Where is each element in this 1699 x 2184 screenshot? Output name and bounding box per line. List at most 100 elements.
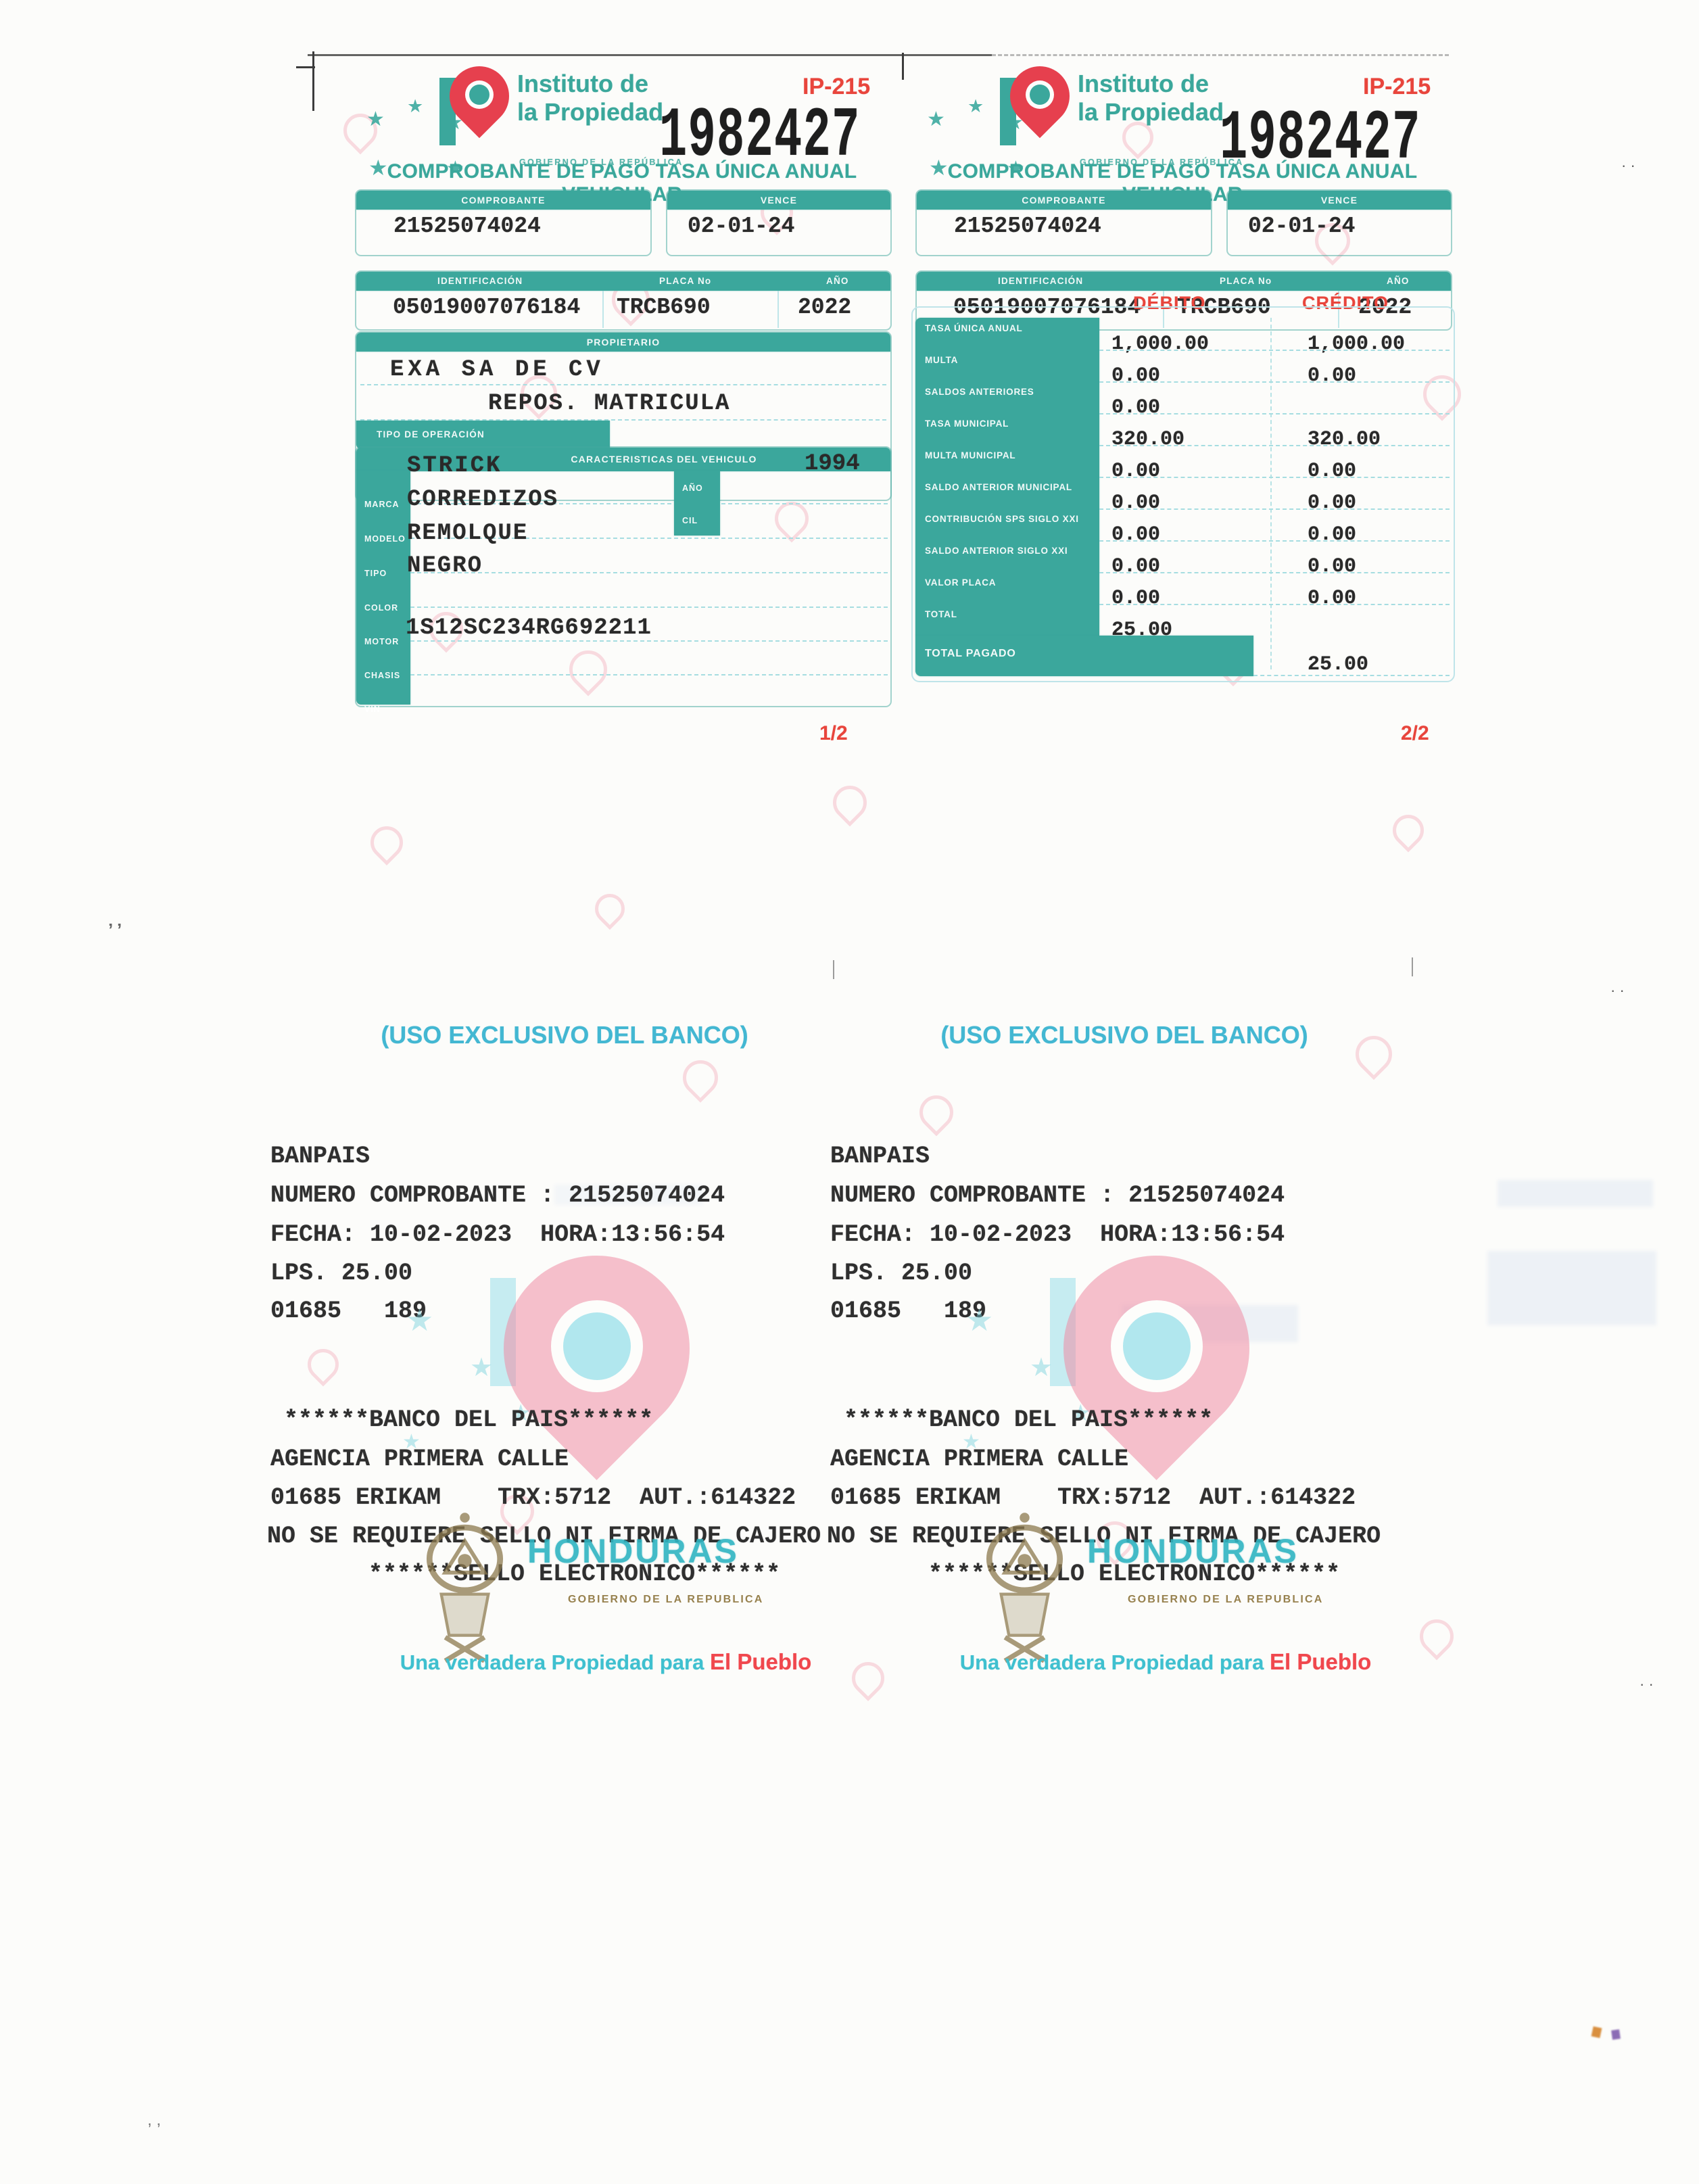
table-row: TASA MUNICIPAL 320.00 320.00 [915, 413, 1450, 451]
scan-speck: · · [1640, 1676, 1654, 1692]
bank-name: BANPAIS [830, 1143, 930, 1170]
row-line [410, 640, 888, 642]
form-code: IP-215 [1363, 74, 1431, 99]
table-row: TASA ÚNICA ANUAL 1,000.00 1,000.00 [915, 318, 1450, 356]
row-line [1099, 413, 1450, 414]
table-row: MULTA 0.00 0.00 [915, 350, 1450, 387]
logo-star-icon: ★ [1007, 158, 1025, 180]
table-row: SALDO ANTERIOR SIGLO XXI 0.00 0.00 [915, 540, 1450, 578]
serial-number: 1982427 [1220, 99, 1421, 179]
row-label: CONTRIBUCIÓN SPS SIGLO XXI [925, 514, 1079, 524]
row-debito: 25.00 [1111, 619, 1173, 642]
ghost-star-icon: ★ [406, 1302, 434, 1337]
numero-comprobante-line: NUMERO COMPROBANTE : 21525074024 [270, 1182, 725, 1209]
tipo-operacion-value: REPOS. MATRICULA [488, 391, 731, 417]
vin-label: VIN [364, 705, 381, 714]
bank-section-2: (USO EXCLUSIVO DEL BANCO) BANPAIS NUMERO… [827, 1011, 1381, 1674]
row-debito: 0.00 [1111, 364, 1161, 387]
row-debito: 1,000.00 [1111, 333, 1210, 356]
receipt-copy-2: ★ ★ ★ ★ ★ Instituto de la Propiedad GOBI… [911, 53, 1455, 747]
comprobante-label: COMPROBANTE [1022, 195, 1106, 206]
identificacion-label: IDENTIFICACIÓN [998, 276, 1084, 286]
modelo-value: CORREDIZOS [407, 487, 559, 513]
cil-label: CIL [682, 516, 698, 525]
scan-speck: · · [1621, 157, 1635, 174]
receipt-copy-1: ★ ★ ★ ★ ★ Instituto de la Propiedad GOBI… [355, 53, 892, 747]
row-line [1099, 572, 1450, 573]
row-line [410, 538, 888, 539]
vence-bar: VENCE [667, 191, 890, 210]
row-debito: 0.00 [1111, 523, 1161, 546]
mid-tick-right [1412, 957, 1413, 976]
row-credito: 0.00 [1308, 587, 1357, 610]
tipo-value: REMOLQUE [407, 521, 529, 546]
watermark-pin-dot [563, 1312, 631, 1380]
total-pagado-label: TOTAL PAGADO [925, 648, 1016, 659]
gobierno-caption: GOBIERNO DE LA REPUBLICA [1128, 1594, 1324, 1605]
logo-star-icon: ★ [967, 96, 984, 116]
institute-name-line1: Instituto de [517, 70, 648, 97]
row-line [1099, 508, 1450, 510]
row-line [1099, 350, 1450, 351]
row-debito: 0.00 [1111, 492, 1161, 515]
marca-label: MARCA [364, 500, 400, 509]
row-line [1099, 604, 1450, 605]
cajero-trx-line: 01685 ERIKAM TRX:5712 AUT.:614322 [830, 1484, 1356, 1511]
divider [1338, 291, 1339, 328]
top-edge-line-dashed [992, 54, 1449, 56]
page-number-copy-2: 2/2 [1401, 722, 1429, 744]
monto-line: LPS. 25.00 [270, 1260, 413, 1287]
vence-label: VENCE [760, 195, 798, 206]
vehiculo-header-bar: CARACTERISTICAS DEL VEHICULO [356, 448, 890, 471]
watermark-pin-dot [1123, 1312, 1191, 1380]
row-label: MULTA [925, 355, 959, 365]
form-code: IP-215 [803, 74, 871, 99]
logo-star-icon: ★ [929, 156, 949, 180]
vehiculo-box: CARACTERISTICAS DEL VEHICULO MARCA MODEL… [355, 446, 892, 714]
row-line [360, 419, 886, 421]
table-row: VALOR PLACA 0.00 0.00 [915, 572, 1450, 610]
comprobante-bar: COMPROBANTE [917, 191, 1211, 210]
slogan: Una verdadera Propiedad para El Pueblo [365, 1625, 812, 1699]
vehiculo-anio-label: AÑO [682, 483, 703, 493]
institute-name-line2: la Propiedad [1078, 98, 1224, 126]
row-label: VALOR PLACA [925, 577, 997, 588]
propietario-bar: PROPIETARIO [356, 333, 890, 352]
identificacion-bar: IDENTIFICACIÓN PLACA No AÑO [917, 272, 1451, 291]
logo-pin-dot [469, 85, 489, 105]
vence-box: VENCE 02-01-24 [1226, 189, 1452, 256]
row-label: MULTA MUNICIPAL [925, 450, 1016, 460]
ghost-star-icon: ★ [470, 1354, 494, 1382]
monto-line: LPS. 25.00 [830, 1260, 973, 1287]
ghost-star-icon: ★ [1030, 1354, 1053, 1382]
row-credito: 0.00 [1308, 492, 1357, 515]
divider [777, 291, 779, 328]
propietario-label: PROPIETARIO [586, 337, 661, 348]
sin-sello-line: NO SE REQUIERE SELLO NI FIRMA DE CAJERO [827, 1523, 1381, 1550]
gobierno-caption: GOBIERNO DE LA REPUBLICA [568, 1594, 764, 1605]
anio-value: 2022 [798, 295, 852, 320]
page-number-copy-1: 1/2 [819, 722, 848, 744]
logo-pin-dot [1030, 85, 1050, 105]
placa-value: TRCB690 [617, 295, 711, 320]
vence-label: VENCE [1320, 195, 1358, 206]
table-column-divider [1270, 318, 1272, 669]
row-line [1099, 381, 1450, 383]
row-label: SALDOS ANTERIORES [925, 387, 1034, 397]
ghost-star-icon: ★ [1070, 1400, 1091, 1426]
row-line [410, 607, 888, 608]
tipo-operacion-label: TIPO DE OPERACIÓN [377, 429, 485, 440]
placa-label: PLACA No [1220, 276, 1272, 286]
debito-header: DÉBITO [1133, 293, 1206, 313]
tipo-operacion-bar: TIPO DE OPERACIÓN [356, 421, 610, 449]
ghost-pin [588, 887, 631, 930]
table-row: CONTRIBUCIÓN SPS SIGLO XXI 0.00 0.00 [915, 508, 1450, 546]
bank-section-1: (USO EXCLUSIVO DEL BANCO) BANPAIS NUMERO… [267, 1011, 821, 1674]
ghost-pin [825, 778, 874, 827]
scan-speck: · · [1610, 982, 1625, 999]
modelo-label: MODELO [364, 534, 406, 544]
center-top-tick [902, 53, 904, 80]
identificacion-value: 05019007076184 [393, 295, 581, 320]
logo-star-icon: ★ [446, 158, 464, 180]
vehiculo-label-column: MARCA MODELO TIPO COLOR MOTOR CHASIS VIN [356, 471, 410, 714]
